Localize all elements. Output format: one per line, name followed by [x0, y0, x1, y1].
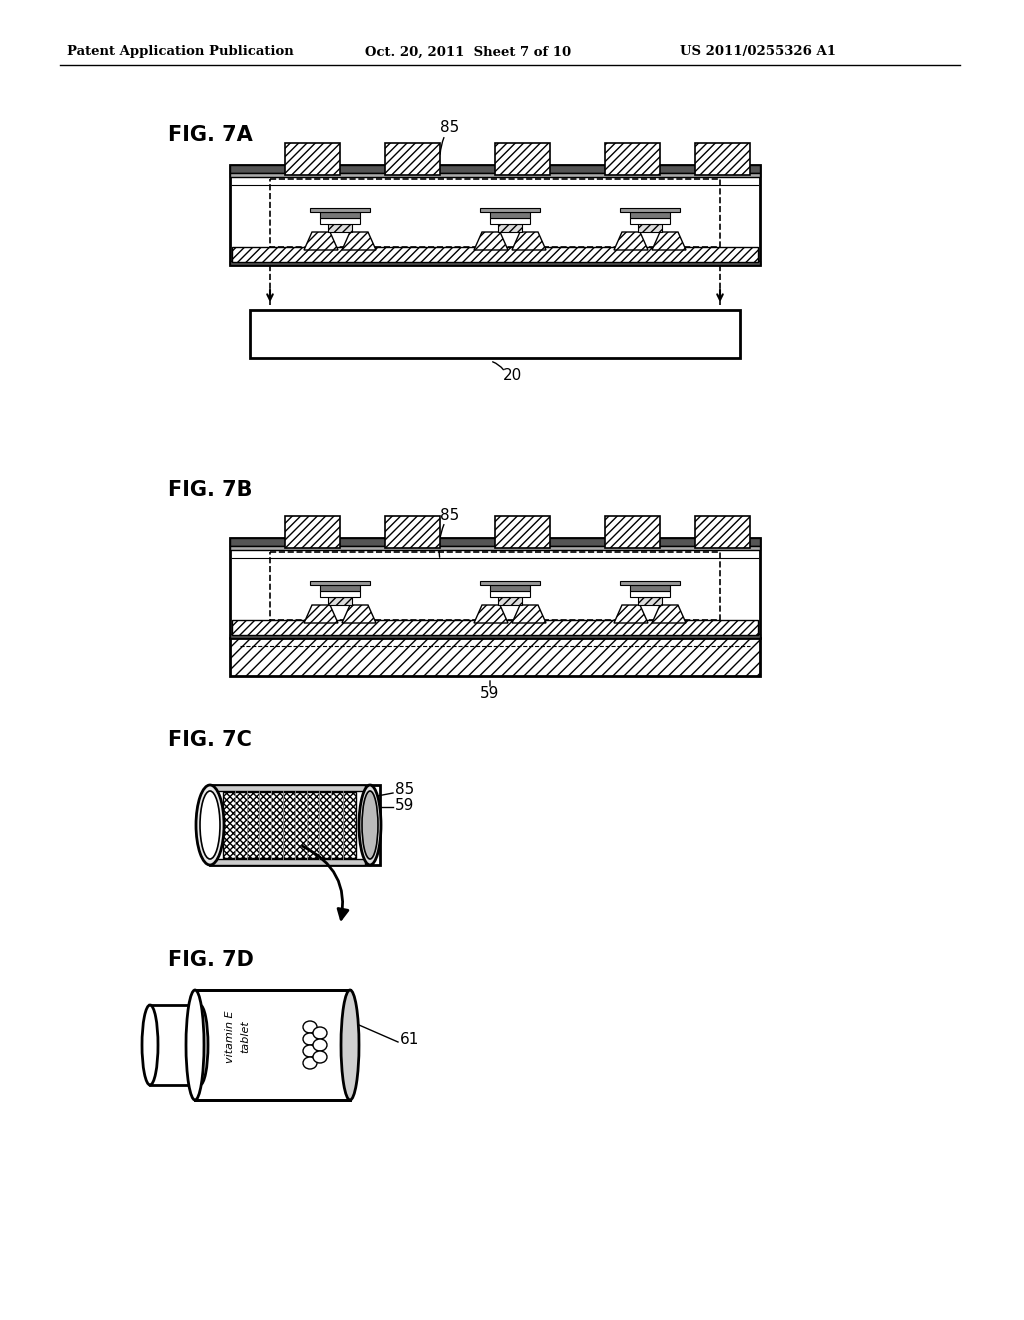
Bar — [195, 990, 350, 1100]
Bar — [319, 213, 360, 218]
Bar — [232, 247, 758, 261]
Text: US 2011/0255326 A1: US 2011/0255326 A1 — [680, 45, 836, 58]
Bar — [230, 638, 760, 676]
Bar — [480, 581, 540, 585]
Bar — [230, 165, 760, 173]
Text: 85: 85 — [440, 507, 459, 523]
Polygon shape — [304, 232, 338, 249]
Bar — [498, 224, 522, 232]
Ellipse shape — [341, 990, 359, 1100]
Bar — [620, 581, 680, 585]
Polygon shape — [614, 232, 648, 249]
Bar — [605, 143, 660, 176]
Text: tablet: tablet — [240, 1020, 250, 1053]
Polygon shape — [652, 232, 686, 249]
Bar — [210, 785, 365, 791]
Bar — [620, 209, 680, 213]
Text: 59: 59 — [480, 686, 500, 701]
Ellipse shape — [142, 1005, 158, 1085]
Polygon shape — [614, 605, 648, 623]
Bar — [230, 173, 760, 177]
Bar — [495, 143, 550, 176]
Bar — [630, 218, 670, 224]
Bar — [490, 585, 530, 591]
Bar — [285, 143, 340, 176]
Bar — [630, 591, 670, 597]
Ellipse shape — [313, 1051, 327, 1063]
Bar — [150, 1005, 200, 1085]
Bar — [498, 597, 522, 605]
Text: FIG. 7B: FIG. 7B — [168, 480, 253, 500]
Bar — [270, 552, 720, 620]
Bar — [319, 218, 360, 224]
Bar — [230, 539, 760, 638]
Polygon shape — [512, 605, 546, 623]
Text: 61: 61 — [400, 1032, 420, 1048]
Ellipse shape — [303, 1045, 317, 1057]
Text: 85: 85 — [395, 783, 415, 797]
Text: 59: 59 — [395, 797, 415, 813]
Bar — [385, 143, 440, 176]
Bar — [310, 209, 370, 213]
Bar — [385, 516, 440, 548]
Bar — [319, 591, 360, 597]
Bar — [230, 261, 760, 265]
Bar — [230, 165, 760, 265]
Text: Patent Application Publication: Patent Application Publication — [67, 45, 294, 58]
Polygon shape — [652, 605, 686, 623]
Bar — [605, 516, 660, 548]
Bar — [630, 585, 670, 591]
Ellipse shape — [303, 1057, 317, 1069]
Text: FIG. 7A: FIG. 7A — [168, 125, 253, 145]
Ellipse shape — [359, 785, 381, 865]
Bar — [230, 539, 760, 546]
Ellipse shape — [362, 791, 378, 859]
Bar — [495, 516, 550, 548]
Bar — [210, 859, 365, 865]
Bar — [285, 516, 340, 548]
Polygon shape — [304, 605, 338, 623]
Text: FIG. 7D: FIG. 7D — [168, 950, 254, 970]
Bar — [230, 546, 760, 550]
Bar — [250, 310, 740, 358]
Ellipse shape — [196, 785, 224, 865]
Bar — [270, 180, 720, 247]
Bar — [490, 218, 530, 224]
Bar — [223, 792, 356, 858]
Bar — [480, 209, 540, 213]
Ellipse shape — [303, 1034, 317, 1045]
Bar — [638, 597, 662, 605]
Polygon shape — [342, 605, 376, 623]
Bar — [232, 620, 758, 635]
Text: Oct. 20, 2011  Sheet 7 of 10: Oct. 20, 2011 Sheet 7 of 10 — [365, 45, 571, 58]
Text: 85: 85 — [440, 120, 459, 136]
Bar — [638, 224, 662, 232]
Ellipse shape — [186, 990, 204, 1100]
Ellipse shape — [303, 1020, 317, 1034]
Bar — [310, 581, 370, 585]
Text: 20: 20 — [503, 368, 521, 384]
Bar — [630, 213, 670, 218]
Polygon shape — [474, 232, 508, 249]
Polygon shape — [342, 232, 376, 249]
Text: FIG. 7C: FIG. 7C — [168, 730, 252, 750]
Bar — [490, 591, 530, 597]
Bar — [319, 585, 360, 591]
Bar — [328, 597, 352, 605]
Ellipse shape — [313, 1027, 327, 1039]
Ellipse shape — [200, 791, 220, 859]
Polygon shape — [512, 232, 546, 249]
Bar — [695, 143, 750, 176]
Ellipse shape — [313, 1039, 327, 1051]
Bar — [210, 785, 380, 865]
Bar — [230, 634, 760, 638]
Bar — [490, 213, 530, 218]
Polygon shape — [474, 605, 508, 623]
Bar — [695, 516, 750, 548]
Text: vitamin E: vitamin E — [225, 1011, 234, 1063]
Ellipse shape — [193, 1005, 208, 1085]
Bar — [328, 224, 352, 232]
